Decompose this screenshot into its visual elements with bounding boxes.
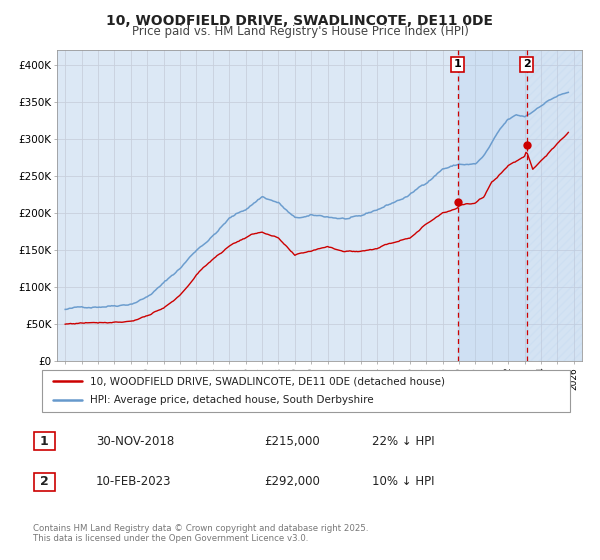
Text: 2: 2 xyxy=(40,475,49,488)
Bar xyxy=(527,50,582,361)
Text: Price paid vs. HM Land Registry's House Price Index (HPI): Price paid vs. HM Land Registry's House … xyxy=(131,25,469,38)
Text: £215,000: £215,000 xyxy=(264,435,320,448)
Text: HPI: Average price, detached house, South Derbyshire: HPI: Average price, detached house, Sout… xyxy=(89,395,373,405)
Text: 1: 1 xyxy=(454,59,461,69)
Text: £292,000: £292,000 xyxy=(264,475,320,488)
Text: 22% ↓ HPI: 22% ↓ HPI xyxy=(372,435,434,448)
Text: 1: 1 xyxy=(40,435,49,448)
Text: 10-FEB-2023: 10-FEB-2023 xyxy=(96,475,172,488)
Text: 10, WOODFIELD DRIVE, SWADLINCOTE, DE11 0DE: 10, WOODFIELD DRIVE, SWADLINCOTE, DE11 0… xyxy=(107,14,493,28)
Text: Contains HM Land Registry data © Crown copyright and database right 2025.
This d: Contains HM Land Registry data © Crown c… xyxy=(33,524,368,543)
Text: 2: 2 xyxy=(523,59,530,69)
Bar xyxy=(458,50,527,361)
Text: 10, WOODFIELD DRIVE, SWADLINCOTE, DE11 0DE (detached house): 10, WOODFIELD DRIVE, SWADLINCOTE, DE11 0… xyxy=(89,376,445,386)
Text: 10% ↓ HPI: 10% ↓ HPI xyxy=(372,475,434,488)
Text: 30-NOV-2018: 30-NOV-2018 xyxy=(96,435,174,448)
